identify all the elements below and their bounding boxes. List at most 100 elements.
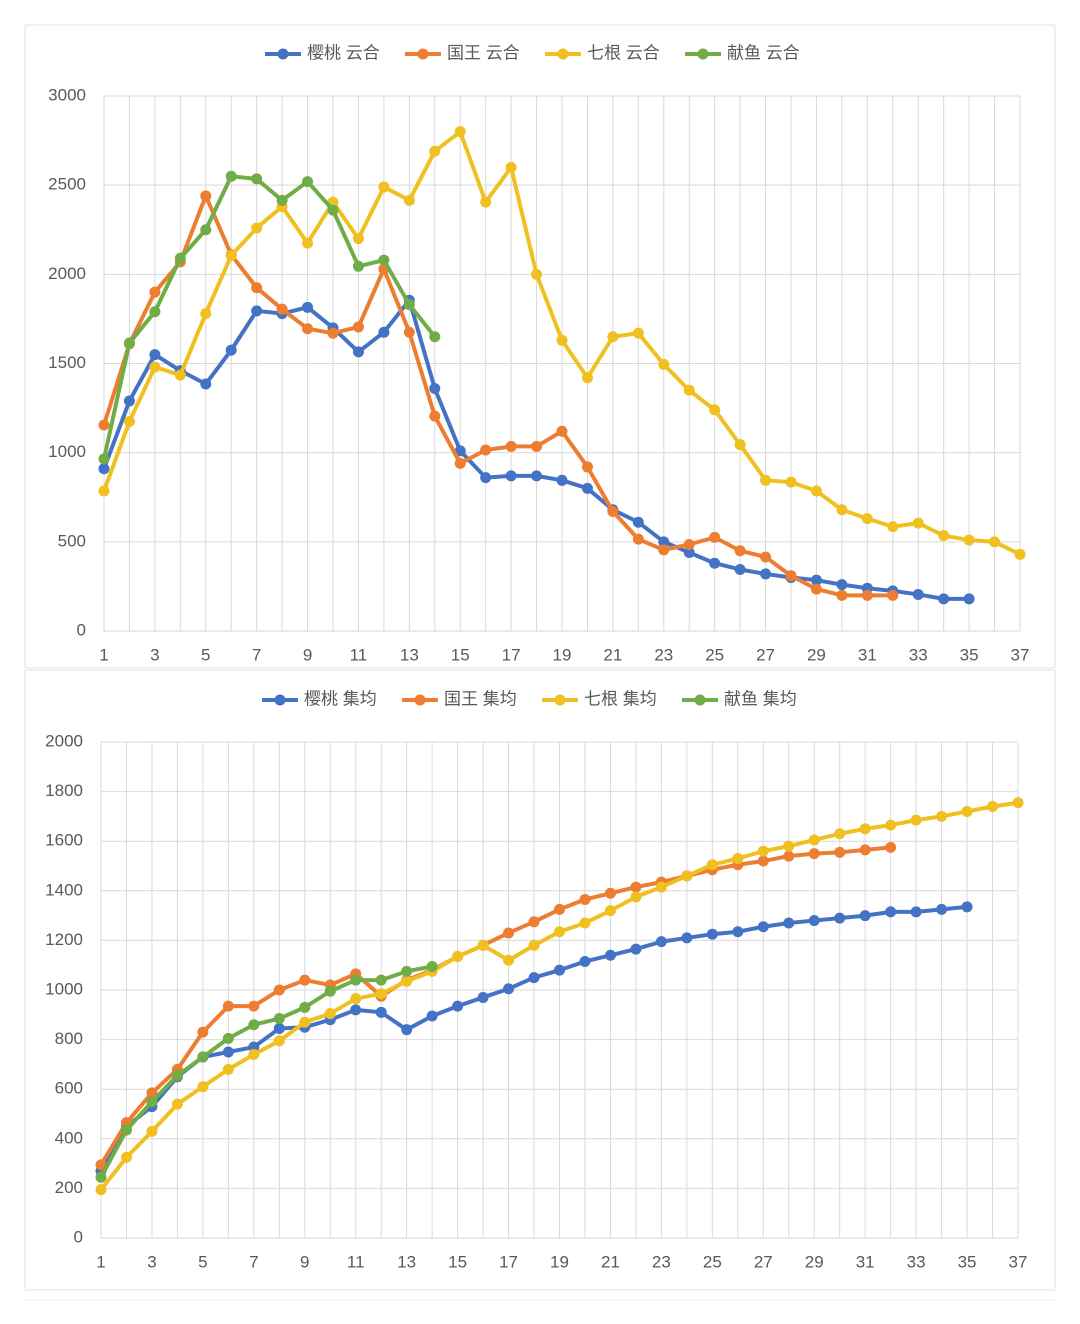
data-point [834, 846, 846, 858]
data-point [200, 190, 212, 202]
y-tick-label: 1000 [45, 979, 83, 998]
data-point [783, 917, 795, 929]
legend-label: 国王 集均 [444, 689, 517, 708]
chart-panel [24, 24, 1056, 669]
data-point [120, 1151, 132, 1163]
x-tick-label: 13 [397, 1252, 416, 1271]
data-point [302, 176, 314, 188]
x-tick-label: 35 [958, 1252, 977, 1271]
data-point [658, 544, 670, 556]
data-point [149, 349, 161, 361]
y-tick-label: 800 [55, 1029, 83, 1048]
data-point [810, 485, 822, 497]
legend-marker [274, 694, 286, 706]
data-point [454, 126, 466, 138]
data-point [403, 326, 415, 338]
legend-marker [697, 48, 709, 60]
data-point [174, 252, 186, 264]
x-tick-label: 5 [198, 1252, 207, 1271]
data-point [251, 282, 263, 294]
x-tick-label: 9 [300, 1252, 309, 1271]
data-point [378, 326, 390, 338]
data-point [350, 993, 362, 1005]
data-point [429, 145, 441, 157]
data-point [146, 1096, 158, 1108]
x-tick-label: 23 [652, 1252, 671, 1271]
data-point [579, 893, 591, 905]
data-point [273, 1022, 285, 1034]
data-point [480, 472, 492, 484]
data-point [579, 955, 591, 967]
data-point [452, 951, 464, 963]
x-tick-label: 23 [654, 645, 673, 664]
x-tick-label: 11 [347, 1252, 365, 1271]
data-point [327, 327, 339, 339]
x-tick-label: 37 [1011, 645, 1030, 664]
data-point [149, 286, 161, 298]
legend-marker [414, 694, 426, 706]
data-point [709, 557, 721, 569]
x-tick-label: 15 [448, 1252, 467, 1271]
data-point [324, 1008, 336, 1020]
y-tick-label: 1200 [45, 930, 83, 949]
data-point [200, 378, 212, 390]
data-point [225, 344, 237, 356]
data-point [938, 593, 950, 605]
x-tick-label: 21 [601, 1252, 620, 1271]
data-point [222, 1032, 234, 1044]
data-point [760, 551, 772, 563]
data-point [732, 926, 744, 938]
data-point [95, 1159, 107, 1171]
data-point [859, 910, 871, 922]
x-tick-label: 19 [550, 1252, 569, 1271]
data-point [251, 173, 263, 185]
data-point [95, 1171, 107, 1183]
y-tick-label: 600 [55, 1079, 83, 1098]
data-point [1014, 548, 1026, 560]
data-point [350, 974, 362, 986]
data-point [785, 476, 797, 488]
data-point [403, 194, 415, 206]
x-tick-label: 27 [754, 1252, 773, 1271]
data-point [378, 181, 390, 193]
data-point [607, 331, 619, 343]
data-point [989, 536, 1001, 548]
y-tick-label: 0 [77, 620, 86, 639]
data-point [251, 222, 263, 234]
data-point [732, 853, 744, 865]
data-point [963, 593, 975, 605]
data-point [123, 337, 135, 349]
data-point [503, 927, 515, 939]
data-point [912, 588, 924, 600]
y-tick-label: 0 [74, 1227, 83, 1246]
data-point [581, 461, 593, 473]
x-tick-label: 3 [150, 645, 159, 664]
legend-marker [554, 694, 566, 706]
y-tick-label: 3000 [48, 85, 86, 104]
data-point [429, 382, 441, 394]
data-point [302, 323, 314, 335]
data-point [299, 974, 311, 986]
data-point [887, 589, 899, 601]
data-point [251, 305, 263, 317]
data-point [760, 474, 772, 486]
data-point [683, 547, 695, 559]
x-tick-label: 35 [960, 645, 979, 664]
data-point [222, 1000, 234, 1012]
data-point [604, 905, 616, 917]
data-point [681, 932, 693, 944]
data-point [885, 841, 897, 853]
x-tick-label: 5 [201, 645, 210, 664]
data-point [836, 589, 848, 601]
legend-marker [557, 48, 569, 60]
data-point [607, 506, 619, 518]
data-point [834, 912, 846, 924]
data-point [98, 485, 110, 497]
data-point [324, 985, 336, 997]
data-point [961, 805, 973, 817]
data-point [632, 516, 644, 528]
legend-marker [694, 694, 706, 706]
data-point [859, 823, 871, 835]
data-point [556, 425, 568, 437]
x-tick-label: 29 [805, 1252, 824, 1271]
